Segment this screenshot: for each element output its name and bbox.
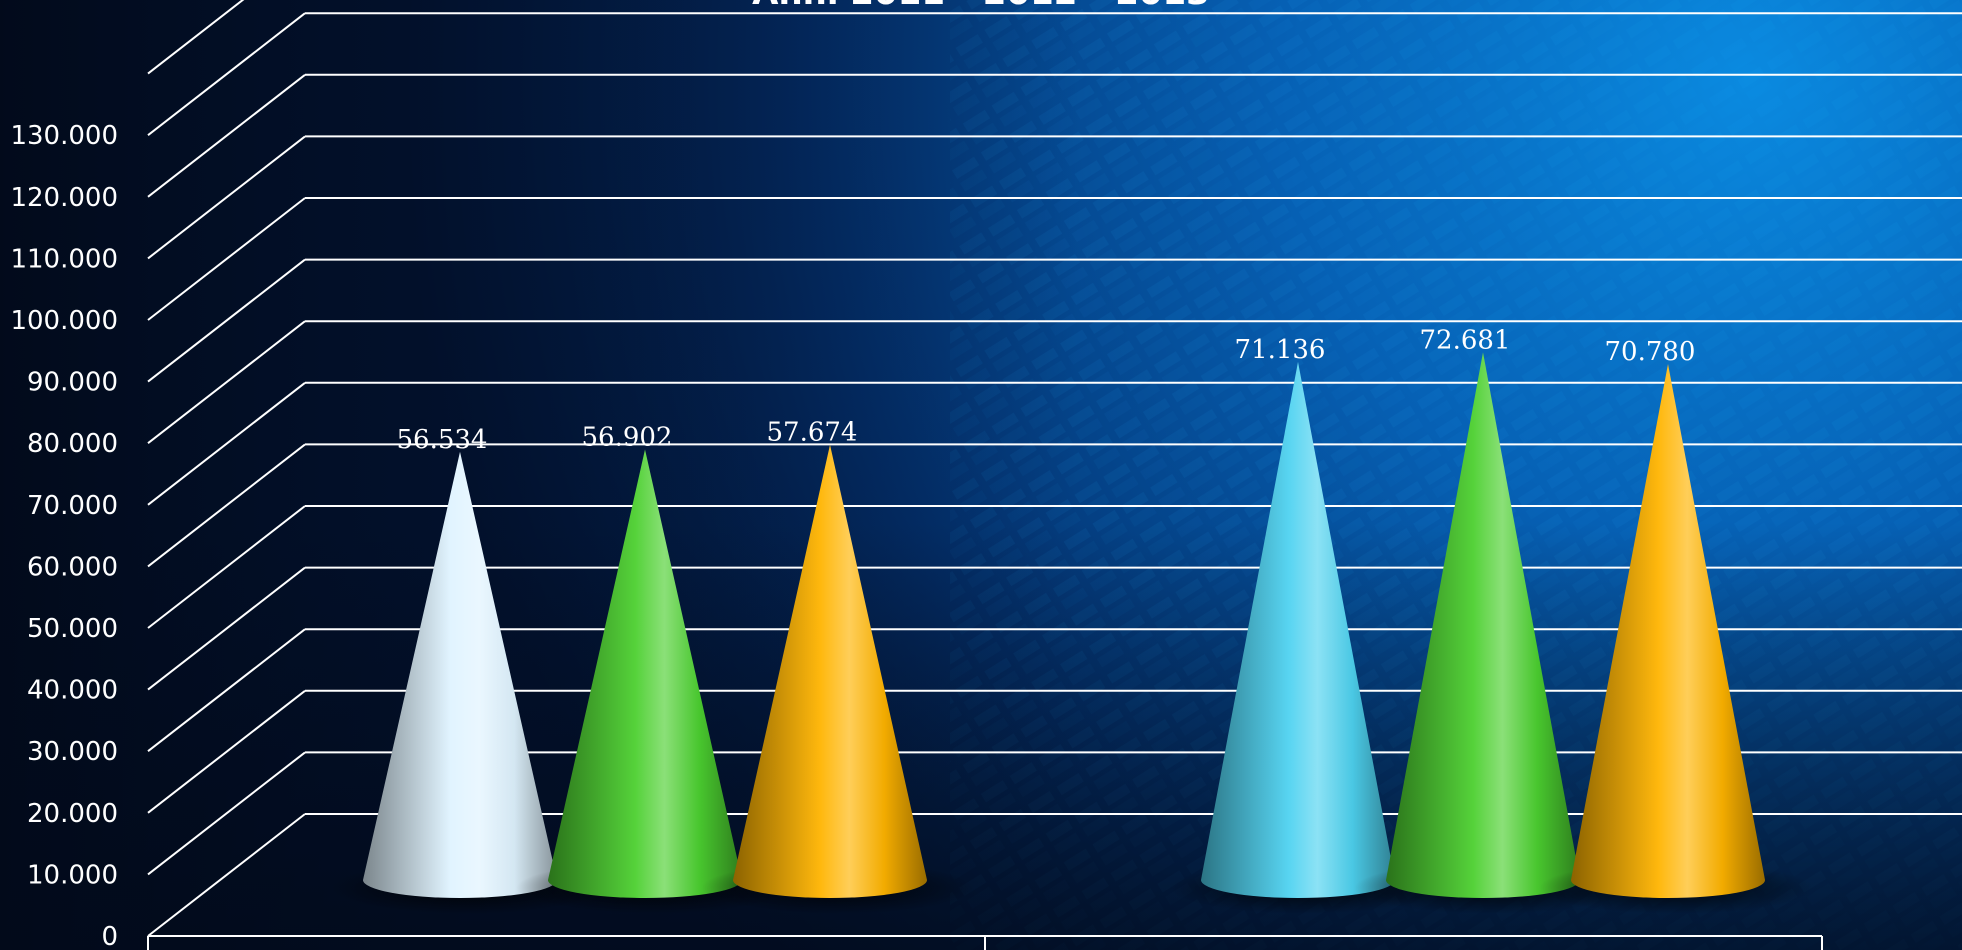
- data-label: 57.674: [767, 418, 858, 448]
- data-label: 72.681: [1420, 325, 1511, 355]
- gridline-diagonal: [147, 813, 306, 937]
- y-tick-label: 0: [101, 922, 118, 950]
- data-label: 71.136: [1235, 335, 1326, 365]
- cone-bar: [363, 451, 557, 898]
- gridline-diagonal: [147, 690, 306, 814]
- y-tick-label: 80.000: [27, 429, 118, 459]
- y-tick-label: 10.000: [27, 860, 118, 890]
- y-tick-label: 110.000: [10, 244, 118, 274]
- gridline-diagonal: [147, 505, 306, 629]
- y-tick-label: 90.000: [27, 368, 118, 398]
- gridline-diagonal: [147, 566, 306, 691]
- cone-bar: [1201, 361, 1395, 898]
- cone-bar: [1386, 352, 1580, 898]
- gridline-diagonal: [147, 135, 306, 260]
- gridline-diagonal: [147, 197, 306, 321]
- cone-bar: [733, 444, 927, 898]
- gridline-diagonal: [147, 258, 306, 383]
- y-tick-label: 50.000: [27, 614, 118, 644]
- y-tick-label: 30.000: [27, 737, 118, 767]
- gridline-diagonal: [147, 320, 306, 444]
- gridline-diagonal: [147, 74, 306, 198]
- chart-title: Anni 2011 - 2012 - 2013: [752, 0, 1210, 13]
- cone-bar: [548, 449, 742, 898]
- gridline-diagonal: [147, 628, 306, 752]
- gridline-diagonal: [147, 0, 245, 75]
- y-tick-label: 120.000: [10, 183, 118, 213]
- gridline-diagonal: [147, 751, 306, 876]
- data-label: 56.534: [397, 425, 488, 455]
- cones: [331, 352, 1813, 914]
- y-axis-ticks: 0 10.000 20.000 30.000 40.000 50.000 60.000 70.…: [10, 121, 118, 950]
- y-tick-label: 100.000: [10, 306, 118, 336]
- y-tick-label: 60.000: [27, 552, 118, 582]
- axes: [147, 935, 1823, 950]
- data-label: 56.902: [582, 422, 673, 452]
- cone-bar: [1571, 363, 1765, 898]
- gridline-diagonal: [147, 382, 306, 506]
- gridline-diagonal: [147, 443, 306, 568]
- gridline-diagonal: [147, 12, 306, 136]
- data-labels: 56.534 56.902 57.674 71.136 72.681 70.780: [397, 325, 1696, 454]
- y-tick-label: 130.000: [10, 121, 118, 151]
- y-tick-label: 70.000: [27, 491, 118, 521]
- data-label: 70.780: [1605, 337, 1696, 367]
- y-tick-label: 20.000: [27, 799, 118, 829]
- y-tick-label: 40.000: [27, 676, 118, 706]
